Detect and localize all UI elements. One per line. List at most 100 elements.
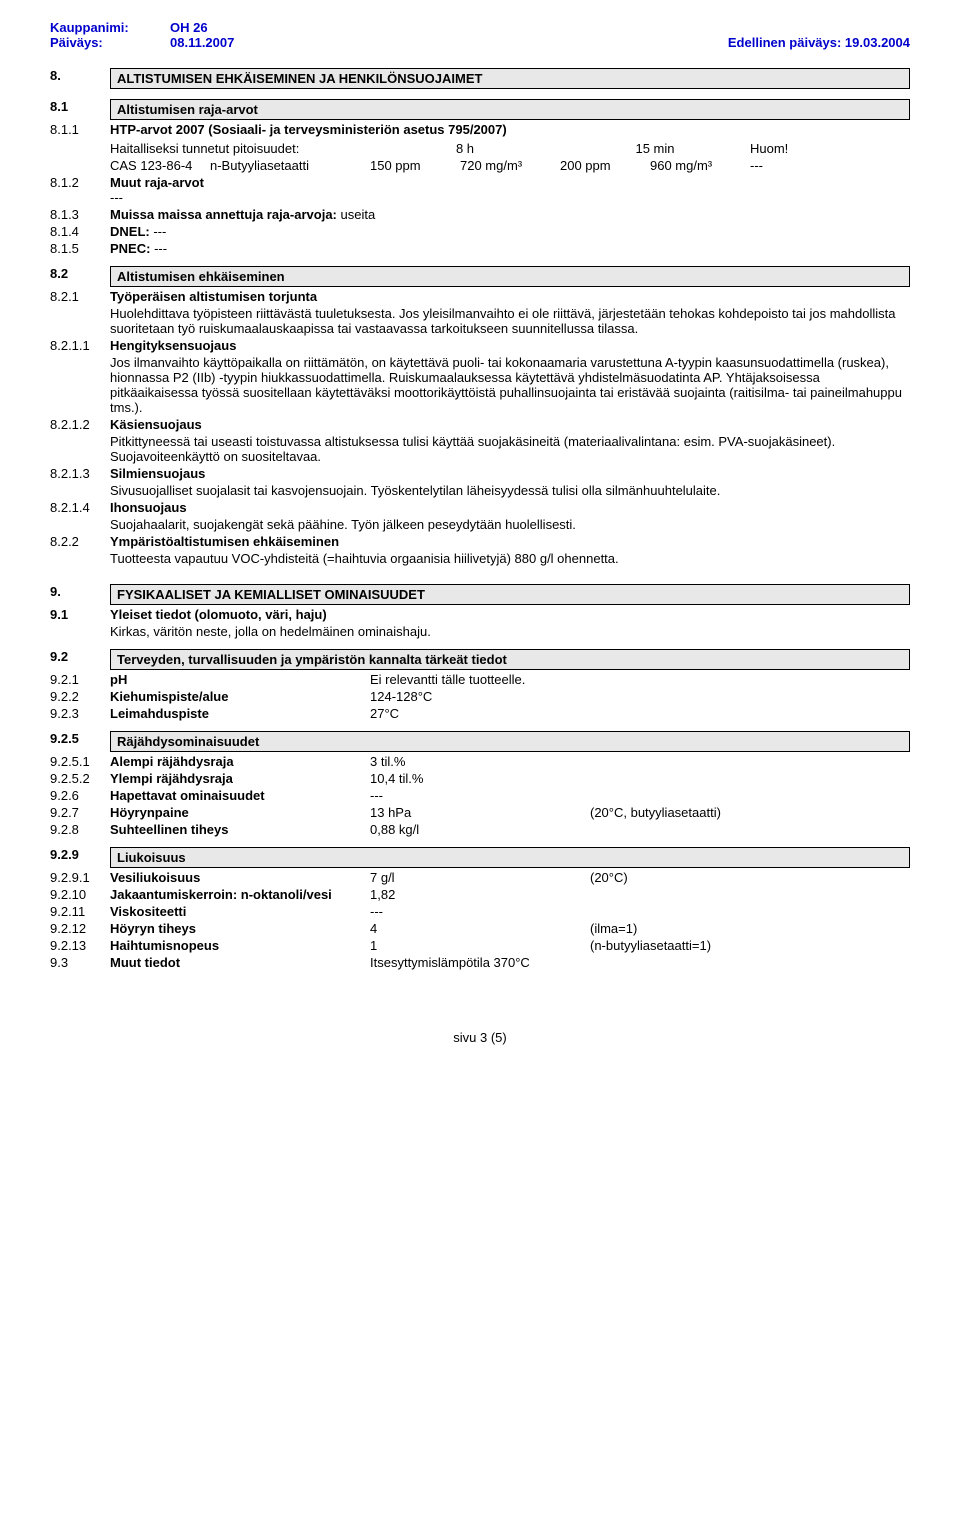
item-8212-number: 8.2.1.2 (50, 417, 110, 464)
prop-921-extra (590, 672, 910, 687)
exposure-header: Haitalliseksi tunnetut pitoisuudet: 8 h … (50, 139, 910, 173)
item-8213-title: Silmiensuojaus (110, 466, 910, 481)
prop-927-value: 13 hPa (370, 805, 590, 820)
item-91-number: 9.1 (50, 607, 110, 639)
prop-9211: 9.2.11 Viskositeetti --- (50, 904, 910, 919)
item-813-value: useita (341, 207, 376, 222)
prop-922-label: Kiehumispiste/alue (110, 689, 370, 704)
prop-9252-label: Ylempi räjähdysraja (110, 771, 370, 786)
prop-928-num: 9.2.8 (50, 822, 110, 837)
prop-9213-extra: (n-butyyliasetaatti=1) (590, 938, 910, 953)
section-9-number: 9. (50, 584, 110, 605)
cas-number: CAS 123-86-4 (110, 158, 210, 173)
item-813: 8.1.3 Muissa maissa annettuja raja-arvoj… (50, 207, 910, 222)
prop-926-value: --- (370, 788, 590, 803)
prop-926-extra (590, 788, 910, 803)
item-8213-body: Sivusuojalliset suojalasit tai kasvojens… (110, 483, 910, 498)
prop-927-num: 9.2.7 (50, 805, 110, 820)
subsection-92-number: 9.2 (50, 649, 110, 670)
item-811: 8.1.1 HTP-arvot 2007 (Sosiaali- ja terve… (50, 122, 910, 137)
prop-921-label: pH (110, 672, 370, 687)
prop-9210: 9.2.10 Jakaantumiskerroin: n-oktanoli/ve… (50, 887, 910, 902)
prop-9211-num: 9.2.11 (50, 904, 110, 919)
prop-9212-value: 4 (370, 921, 590, 936)
prop-93-extra (590, 955, 910, 970)
prop-9251-extra (590, 754, 910, 769)
item-8211-title: Hengityksensuojaus (110, 338, 910, 353)
prop-93-label: Muut tiedot (110, 955, 370, 970)
subsection-929-title: Liukoisuus (110, 847, 910, 868)
prop-9252-num: 9.2.5.2 (50, 771, 110, 786)
subsection-81-title: Altistumisen raja-arvot (110, 99, 910, 120)
trade-name-label: Kauppanimi: (50, 20, 170, 35)
item-821: 8.2.1 Työperäisen altistumisen torjunta … (50, 289, 910, 336)
prop-922-value: 124-128°C (370, 689, 590, 704)
prop-9210-extra (590, 887, 910, 902)
prop-9212-num: 9.2.12 (50, 921, 110, 936)
subsection-925-title: Räjähdysominaisuudet (110, 731, 910, 752)
subsection-925-number: 9.2.5 (50, 731, 110, 752)
val-720mgm3: 720 mg/m³ (460, 158, 560, 173)
item-8213: 8.2.1.3 Silmiensuojaus Sivusuojalliset s… (50, 466, 910, 498)
prop-9211-extra (590, 904, 910, 919)
item-8213-number: 8.2.1.3 (50, 466, 110, 498)
prop-9211-value: --- (370, 904, 590, 919)
previous-date: Edellinen päiväys: 19.03.2004 (728, 35, 910, 50)
subsection-82-number: 8.2 (50, 266, 110, 287)
prop-9252-extra (590, 771, 910, 786)
item-812-value: --- (110, 190, 123, 205)
prop-9212: 9.2.12 Höyryn tiheys 4 (ilma=1) (50, 921, 910, 936)
trade-name-value: OH 26 (170, 20, 370, 35)
prop-922: 9.2.2 Kiehumispiste/alue 124-128°C (50, 689, 910, 704)
val-dash: --- (750, 158, 810, 173)
prop-9213-value: 1 (370, 938, 590, 953)
prop-928-value: 0,88 kg/l (370, 822, 590, 837)
prop-927: 9.2.7 Höyrynpaine 13 hPa (20°C, butyylia… (50, 805, 910, 820)
item-821-title: Työperäisen altistumisen torjunta (110, 289, 910, 304)
prop-928: 9.2.8 Suhteellinen tiheys 0,88 kg/l (50, 822, 910, 837)
item-814-label: DNEL: (110, 224, 150, 239)
prop-923-num: 9.2.3 (50, 706, 110, 721)
subsection-82-header: 8.2 Altistumisen ehkäiseminen (50, 266, 910, 287)
col-8h: 8 h (370, 141, 560, 156)
prop-9211-label: Viskositeetti (110, 904, 370, 919)
prop-926-num: 9.2.6 (50, 788, 110, 803)
item-8214: 8.2.1.4 Ihonsuojaus Suojahaalarit, suoja… (50, 500, 910, 532)
prop-922-extra (590, 689, 910, 704)
prop-921: 9.2.1 pH Ei relevantti tälle tuotteelle. (50, 672, 910, 687)
document-header: Kauppanimi: OH 26 Päiväys: 08.11.2007 Ed… (50, 20, 910, 50)
prop-926: 9.2.6 Hapettavat ominaisuudet --- (50, 788, 910, 803)
prop-9210-num: 9.2.10 (50, 887, 110, 902)
prop-93-num: 9.3 (50, 955, 110, 970)
item-812-number: 8.1.2 (50, 175, 110, 205)
section-8-header: 8. ALTISTUMISEN EHKÄISEMINEN JA HENKILÖN… (50, 68, 910, 89)
prop-922-num: 9.2.2 (50, 689, 110, 704)
item-822-body: Tuotteesta vapautuu VOC-yhdisteitä (=hai… (110, 551, 910, 566)
prop-928-label: Suhteellinen tiheys (110, 822, 370, 837)
prop-923-value: 27°C (370, 706, 590, 721)
item-8214-title: Ihonsuojaus (110, 500, 910, 515)
section-9-title: FYSIKAALISET JA KEMIALLISET OMINAISUUDET (110, 584, 910, 605)
prop-9210-value: 1,82 (370, 887, 590, 902)
prop-921-value: Ei relevantti tälle tuotteelle. (370, 672, 590, 687)
item-811-label: HTP-arvot 2007 (Sosiaali- ja terveysmini… (110, 122, 910, 137)
item-822-title: Ympäristöaltistumisen ehkäiseminen (110, 534, 910, 549)
item-8214-number: 8.2.1.4 (50, 500, 110, 532)
subsection-82-title: Altistumisen ehkäiseminen (110, 266, 910, 287)
item-822: 8.2.2 Ympäristöaltistumisen ehkäiseminen… (50, 534, 910, 566)
page-footer: sivu 3 (5) (50, 1030, 910, 1045)
prop-9291-label: Vesiliukoisuus (110, 870, 370, 885)
section-8-title: ALTISTUMISEN EHKÄISEMINEN JA HENKILÖNSUO… (110, 68, 910, 89)
prop-9291-num: 9.2.9.1 (50, 870, 110, 885)
prop-9291-value: 7 g/l (370, 870, 590, 885)
prop-923-extra (590, 706, 910, 721)
prop-9251: 9.2.5.1 Alempi räjähdysraja 3 til.% (50, 754, 910, 769)
item-91-title: Yleiset tiedot (olomuoto, väri, haju) (110, 607, 910, 622)
item-815: 8.1.5 PNEC: --- (50, 241, 910, 256)
prop-927-extra: (20°C, butyyliasetaatti) (590, 805, 910, 820)
col-huom: Huom! (750, 141, 820, 156)
subsection-92-title: Terveyden, turvallisuuden ja ympäristön … (110, 649, 910, 670)
item-815-value: --- (154, 241, 167, 256)
date-value: 08.11.2007 (170, 35, 370, 50)
subsection-81-number: 8.1 (50, 99, 110, 120)
